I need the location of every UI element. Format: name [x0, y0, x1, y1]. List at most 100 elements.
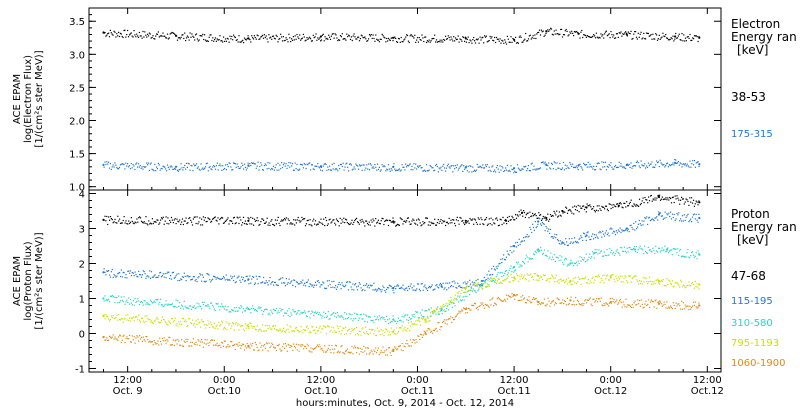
- data-dot: [283, 315, 285, 317]
- data-dot: [405, 314, 407, 316]
- data-dot: [179, 38, 181, 40]
- data-dot: [436, 330, 438, 332]
- data-dot: [432, 289, 434, 291]
- data-dot: [565, 238, 567, 240]
- data-dot: [251, 223, 253, 225]
- data-dot: [647, 246, 649, 248]
- data-dot: [614, 205, 616, 207]
- data-dot: [424, 222, 426, 224]
- data-dot: [604, 232, 606, 234]
- data-dot: [209, 279, 211, 281]
- data-dot: [627, 228, 629, 230]
- data-dot: [148, 303, 150, 305]
- data-dot: [121, 35, 123, 38]
- data-dot: [483, 305, 485, 307]
- data-dot: [658, 165, 660, 168]
- data-dot: [506, 274, 508, 276]
- data-dot: [208, 274, 210, 276]
- data-dot: [646, 280, 648, 283]
- data-dot: [112, 222, 114, 224]
- data-dot: [646, 216, 648, 218]
- data-dot: [503, 280, 505, 282]
- data-dot: [676, 37, 679, 39]
- data-dot: [141, 317, 143, 319]
- data-dot: [682, 163, 684, 165]
- data-dot: [403, 220, 405, 222]
- data-dot: [423, 223, 425, 225]
- data-dot: [402, 321, 404, 323]
- data-dot: [370, 328, 372, 330]
- data-dot: [115, 296, 117, 299]
- data-dot: [116, 33, 118, 35]
- data-dot: [361, 169, 363, 171]
- data-dot: [512, 295, 514, 297]
- data-dot: [177, 279, 179, 282]
- data-dot: [413, 37, 415, 39]
- data-dot: [608, 33, 610, 35]
- data-dot: [599, 252, 601, 254]
- data-dot: [562, 262, 564, 264]
- data-dot: [298, 350, 300, 352]
- data-dot: [348, 170, 350, 172]
- data-dot: [139, 274, 142, 276]
- data-dot: [104, 295, 106, 297]
- data-dot: [180, 321, 182, 323]
- data-dot: [244, 280, 246, 282]
- data-dot: [667, 166, 669, 168]
- data-dot: [532, 279, 535, 281]
- data-dot: [698, 200, 700, 202]
- data-dot: [467, 290, 469, 292]
- data-dot: [675, 32, 677, 35]
- data-dot: [367, 333, 369, 336]
- data-dot: [564, 30, 566, 32]
- data-dot: [680, 39, 682, 41]
- data-dot: [465, 285, 467, 287]
- data-dot: [534, 213, 536, 215]
- data-dot: [208, 218, 210, 220]
- data-dot: [691, 197, 693, 199]
- data-dot: [481, 219, 483, 221]
- data-dot: [316, 330, 318, 332]
- data-dot: [252, 38, 255, 40]
- data-dot: [375, 334, 377, 337]
- data-dot: [581, 303, 583, 305]
- data-dot: [452, 317, 454, 319]
- data-dot: [359, 38, 361, 40]
- data-dot: [257, 330, 259, 332]
- data-dot: [618, 230, 620, 232]
- data-dot: [406, 34, 408, 36]
- data-dot: [505, 43, 508, 45]
- data-dot: [550, 162, 553, 164]
- data-dot: [267, 327, 269, 329]
- data-dot: [207, 170, 209, 172]
- data-dot: [250, 322, 252, 325]
- data-dot: [556, 234, 558, 236]
- data-dot: [564, 300, 566, 302]
- data-dot: [635, 275, 637, 277]
- data-dot: [169, 277, 171, 280]
- data-dot: [309, 36, 311, 38]
- data-dot: [390, 327, 392, 329]
- data-dot: [655, 279, 657, 281]
- data-dot: [235, 343, 237, 345]
- data-dot: [290, 312, 292, 314]
- data-dot: [547, 230, 549, 232]
- data-dot: [586, 203, 588, 205]
- data-dot: [366, 40, 368, 42]
- data-dot: [551, 259, 553, 261]
- data-dot: [669, 38, 671, 40]
- data-dot: [424, 169, 426, 171]
- data-dot: [646, 304, 648, 306]
- data-dot: [108, 161, 110, 163]
- data-dot: [583, 162, 585, 164]
- data-dot: [689, 33, 691, 36]
- data-dot: [577, 169, 579, 171]
- data-dot: [419, 312, 421, 314]
- data-dot: [311, 310, 313, 312]
- data-dot: [625, 32, 628, 34]
- data-dot: [184, 164, 186, 167]
- data-dot: [254, 36, 256, 39]
- data-dot: [598, 205, 600, 207]
- data-dot: [539, 167, 542, 169]
- data-dot: [181, 305, 184, 307]
